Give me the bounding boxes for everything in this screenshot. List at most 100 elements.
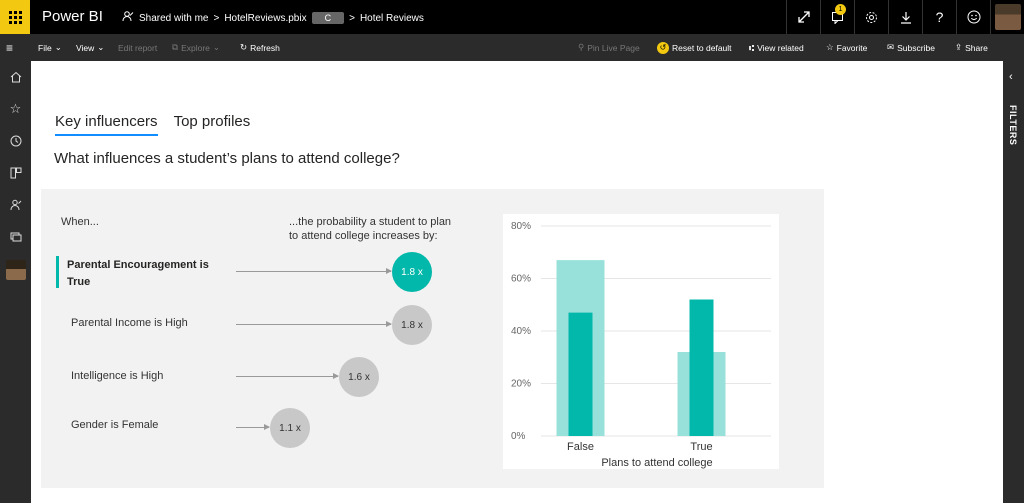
reset-to-default-button[interactable]: ↺ Reset to default	[657, 34, 732, 61]
influencer-item-intelligence[interactable]: Intelligence is High	[71, 368, 163, 385]
expand-icon[interactable]	[786, 0, 820, 34]
y-tick-label: 0%	[511, 431, 526, 442]
key-influencers-panel: When... ...the probability a student to …	[41, 189, 824, 488]
file-menu[interactable]: File ⌄	[38, 34, 62, 61]
app-launcher-icon[interactable]	[0, 0, 30, 34]
share-button[interactable]: ⇪ Share	[955, 34, 988, 61]
influence-arrow	[236, 373, 339, 379]
shared-people-icon	[122, 11, 134, 25]
shared-with-me-icon[interactable]	[0, 194, 31, 216]
x-tick-label: True	[690, 441, 712, 453]
report-canvas: Key influencers Top profiles What influe…	[31, 61, 1003, 503]
influencer-item-parental-income[interactable]: Parental Income is High	[71, 315, 188, 332]
app-title[interactable]: Power BI	[42, 8, 103, 25]
recent-icon[interactable]	[0, 130, 31, 152]
visual-tabs: Key influencers Top profiles	[55, 113, 250, 136]
tab-key-influencers[interactable]: Key influencers	[55, 113, 158, 136]
influencer-item-gender[interactable]: Gender is Female	[71, 417, 158, 434]
breadcrumb: Shared with me > HotelReviews.pbix C > H…	[122, 11, 424, 25]
subscribe-button[interactable]: ✉ Subscribe	[887, 34, 935, 61]
pin-icon: ⚲	[578, 42, 585, 52]
tab-top-profiles[interactable]: Top profiles	[173, 113, 251, 130]
view-related-button[interactable]: ⑆ View related	[749, 34, 804, 61]
user-avatar[interactable]	[0, 259, 31, 281]
pin-label: Pin Live Page	[587, 42, 640, 53]
settings-icon[interactable]	[854, 0, 888, 34]
influence-bubble[interactable]: 1.1 x	[270, 408, 310, 448]
refresh-button[interactable]: ↻ Refresh	[240, 34, 280, 61]
explore-menu[interactable]: ⧉ Explore ⌄	[172, 34, 220, 61]
influencer-label: True	[67, 276, 91, 288]
reset-label: Reset to default	[672, 42, 732, 53]
influencer-label: Intelligence is High	[71, 370, 164, 382]
influence-bubble[interactable]: 1.8 x	[392, 305, 432, 345]
view-menu[interactable]: View ⌄	[76, 34, 104, 61]
when-label: When...	[61, 216, 99, 228]
influencer-label: Parental Encouragement is	[67, 259, 209, 271]
refresh-icon: ↻	[240, 42, 248, 52]
influencer-question: What influences a student’s plans to att…	[54, 150, 400, 167]
explore-label: Explore	[181, 42, 210, 53]
chevron-right-icon: >	[213, 12, 220, 24]
edit-report-button[interactable]: Edit report	[118, 42, 158, 53]
workspaces-icon[interactable]	[0, 226, 31, 248]
notification-count-badge: 1	[835, 4, 846, 15]
influencer-label: Parental Income is High	[71, 317, 188, 329]
mail-icon: ✉	[887, 42, 895, 52]
probability-label-line2: to attend college increases by:	[289, 230, 438, 242]
x-tick-label: False	[567, 441, 594, 453]
favorites-icon[interactable]: ☆	[9, 101, 22, 116]
favorite-button[interactable]: ☆ Favorite	[826, 34, 867, 61]
favorite-label: Favorite	[836, 42, 868, 53]
breadcrumb-shared[interactable]: Shared with me	[139, 12, 209, 24]
bar-inner	[689, 299, 714, 436]
breadcrumb-file[interactable]: HotelReviews.pbix	[224, 12, 307, 24]
profile-avatar[interactable]	[990, 0, 1024, 34]
influence-bar-chart: 0% 20% 40% 60% 80% False True Plans to attend c…	[503, 214, 779, 469]
hamburger-menu-icon[interactable]: ≡	[6, 40, 14, 55]
chevron-down-icon: ⌄	[97, 42, 105, 52]
chevron-right-icon: >	[349, 12, 355, 24]
workspace-badge[interactable]: C	[311, 12, 345, 24]
pin-live-page-button[interactable]: ⚲ Pin Live Page	[578, 34, 640, 61]
influencer-label: Gender is Female	[71, 419, 159, 431]
view-menu-label: View	[76, 42, 95, 53]
probability-label: ...the probability a student to plan to …	[289, 215, 451, 243]
influence-bubble-selected[interactable]: 1.8 x	[392, 252, 432, 292]
breadcrumb-report[interactable]: Hotel Reviews	[359, 12, 424, 24]
influence-arrow	[236, 321, 392, 327]
y-tick-label: 80%	[511, 221, 531, 232]
explore-icon: ⧉	[172, 42, 179, 52]
bar-inner	[568, 312, 593, 436]
refresh-label: Refresh	[250, 42, 280, 53]
bar-chart-svg: 0% 20% 40% 60% 80% False True Plans to attend c…	[511, 221, 771, 469]
share-label: Share	[965, 42, 988, 53]
chevron-down-icon: ⌄	[54, 42, 62, 52]
chevron-down-icon: ⌄	[212, 42, 221, 52]
view-related-label: View related	[757, 42, 804, 53]
download-icon[interactable]	[888, 0, 922, 34]
share-icon: ⇪	[955, 42, 963, 52]
influence-arrow	[236, 268, 392, 274]
view-related-icon: ⑆	[749, 42, 755, 53]
chevron-left-icon[interactable]: ‹	[1009, 71, 1013, 83]
subscribe-label: Subscribe	[897, 42, 935, 53]
home-icon[interactable]	[0, 66, 31, 88]
influencer-item-parental-encouragement[interactable]: Parental Encouragement is True	[67, 257, 209, 291]
selected-indicator	[56, 256, 59, 288]
feedback-icon[interactable]	[956, 0, 990, 34]
file-menu-label: File	[38, 42, 52, 53]
y-tick-label: 40%	[511, 326, 531, 337]
help-icon[interactable]: ?	[922, 0, 956, 34]
top-bar: Power BI Shared with me > HotelReviews.p…	[0, 0, 1024, 34]
probability-label-line1: ...the probability a student to plan	[289, 216, 452, 228]
apps-icon[interactable]	[0, 162, 31, 184]
influence-arrow	[236, 424, 270, 430]
star-icon: ☆	[826, 42, 834, 52]
filters-pane[interactable]: ‹ FILTERS	[1003, 61, 1024, 503]
y-tick-label: 60%	[511, 274, 531, 285]
filters-label: FILTERS	[1008, 105, 1018, 146]
notifications-icon[interactable]: 1	[820, 0, 854, 34]
action-toolbar: ≡ File ⌄ View ⌄ Edit report ⧉ Explore ⌄ ↻ Ref…	[0, 34, 1024, 61]
influence-bubble[interactable]: 1.6 x	[339, 357, 379, 397]
